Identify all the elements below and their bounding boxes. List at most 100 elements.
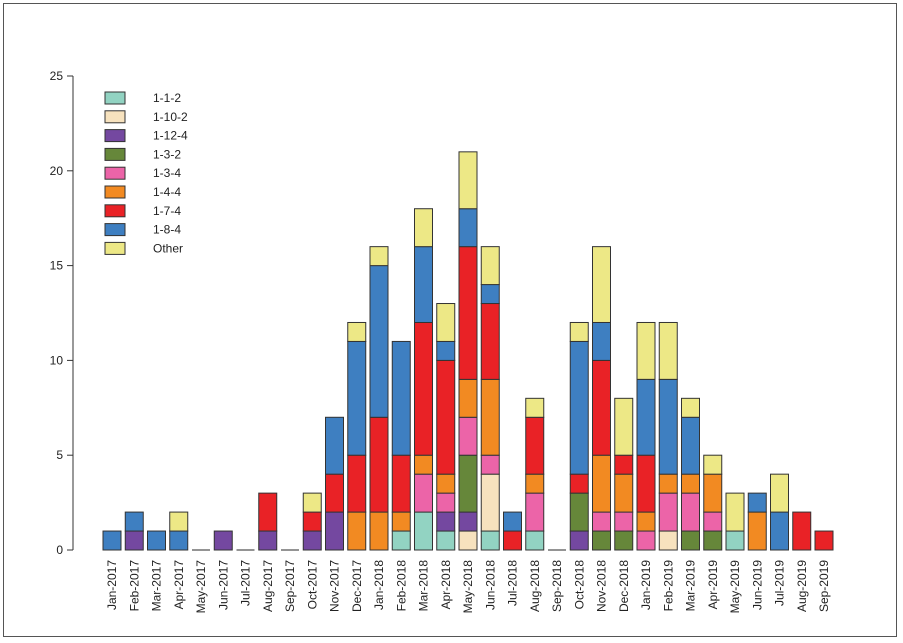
- legend-label: 1-3-4: [153, 166, 181, 180]
- bar-segment-Other-Mar-2018: [414, 208, 433, 248]
- bar-segment-1-3-2-Mar-2019: [681, 530, 700, 551]
- y-tick-label: 10: [50, 353, 64, 367]
- bar-segment-1-7-4-Apr-2018: [436, 359, 456, 475]
- x-tick-label: Mar-2017: [150, 560, 164, 612]
- x-axis-labels: Jan-2017 Feb-2017 Mar-2017 Apr-2017 May-2017…: [105, 560, 831, 614]
- bar-segment-1-3-4-Apr-2019: [703, 511, 723, 532]
- bar-segment-1-8-4-May-2018: [458, 208, 478, 248]
- legend-label: 1-10-2: [153, 110, 188, 124]
- bar-segment-Other-Feb-2019: [658, 321, 678, 380]
- legend: 1-1-2 1-10-2 1-12-4 1-3-2 1-3-4 1-4-4 1-7-4 1-8…: [104, 91, 188, 255]
- bar-segment-Other-Dec-2017: [347, 321, 367, 342]
- bar-segment-1-4-4-Feb-2018: [391, 511, 411, 532]
- x-tick-label: Sep-2017: [283, 560, 297, 612]
- x-tick-label: Feb-2019: [661, 560, 675, 612]
- bar-segment-1-10-2-May-2018: [458, 530, 478, 551]
- legend-label: 1-3-2: [153, 147, 181, 161]
- x-tick-label: Jun-2019: [750, 560, 764, 610]
- x-tick-label: Oct-2017: [305, 560, 319, 610]
- legend-swatch-1-4-4: [104, 185, 126, 199]
- x-tick-label: Aug-2017: [261, 560, 275, 612]
- bar-segment-1-7-4-Jan-2019: [636, 454, 656, 513]
- x-tick-label: Jul-2017: [239, 560, 253, 606]
- bar-segment-1-3-4-Nov-2018: [592, 511, 611, 532]
- x-tick-label: Jan-2017: [105, 560, 119, 610]
- x-tick-label: Aug-2019: [795, 560, 809, 612]
- bar-segment-1-4-4-Jan-2018: [369, 511, 389, 551]
- bar-segment-Other-Aug-2018: [525, 397, 545, 418]
- bar-segment-1-7-4-Mar-2018: [414, 321, 433, 456]
- bar-segment-1-3-4-Mar-2018: [414, 473, 433, 513]
- bar-segment-1-4-4-Feb-2019: [658, 473, 678, 494]
- legend-swatch-1-7-4: [104, 204, 126, 218]
- x-tick-label: Apr-2018: [439, 560, 453, 610]
- bar-segment-1-1-2-Mar-2018: [414, 511, 433, 551]
- bar-segment-1-7-4-Jun-2018: [480, 303, 500, 380]
- x-tick-label: Dec-2018: [617, 560, 631, 612]
- x-tick-label: Sep-2018: [550, 560, 564, 612]
- bar-segment-Other-Oct-2017: [302, 492, 322, 513]
- bar-segment-1-8-4-Jan-2019: [636, 378, 656, 456]
- bar-segment-1-7-4-Oct-2018: [569, 473, 589, 494]
- x-tick-label: Apr-2019: [706, 560, 720, 610]
- bar-segment-1-3-4-Jun-2018: [480, 454, 500, 475]
- bar-segment-1-1-2-Jun-2018: [480, 530, 500, 551]
- bar-segment-1-4-4-May-2018: [458, 378, 478, 418]
- x-tick-label: Sep-2019: [817, 560, 831, 612]
- bar-segment-1-4-4-Jun-2019: [747, 511, 767, 551]
- bar-segment-1-8-4-Mar-2017: [147, 530, 166, 551]
- bar-segment-1-7-4-Dec-2018: [614, 454, 634, 475]
- x-tick-label: May-2017: [194, 560, 208, 614]
- bar-segment-1-7-4-May-2018: [458, 246, 478, 380]
- bar-segment-1-8-4-Feb-2019: [658, 378, 678, 475]
- bar-segment-1-1-2-Aug-2018: [525, 530, 545, 551]
- x-tick-label: Mar-2018: [417, 560, 431, 612]
- bar-segment-1-3-2-Nov-2018: [592, 530, 611, 551]
- y-tick-label: 0: [56, 543, 63, 557]
- bar-segment-Other-Jan-2019: [636, 321, 656, 380]
- y-tick-label: 25: [50, 69, 64, 83]
- legend-swatch-1-3-2: [104, 147, 126, 161]
- legend-label: Other: [153, 241, 183, 255]
- y-axis: 0 5 10 15 20 25: [50, 69, 74, 557]
- y-tick-label: 15: [50, 259, 64, 273]
- bar-segment-1-7-4-Jul-2018: [503, 530, 522, 551]
- bar-segment-1-3-4-Mar-2019: [681, 492, 700, 532]
- bar-segment-1-8-4-Mar-2018: [414, 246, 433, 323]
- bar-segment-1-8-4-Jun-2018: [480, 284, 500, 305]
- y-tick-label: 20: [50, 164, 64, 178]
- x-tick-label: Nov-2017: [328, 560, 342, 612]
- bar-segment-1-7-4-Nov-2018: [592, 359, 611, 456]
- bars: [102, 151, 834, 551]
- bar-segment-1-3-2-Oct-2018: [569, 492, 589, 532]
- bar-segment-Other-Jan-2018: [369, 246, 389, 267]
- legend-swatch-1-12-4: [104, 129, 126, 143]
- x-tick-label: Jun-2017: [216, 560, 230, 610]
- bar-segment-1-7-4-Jan-2018: [369, 416, 389, 513]
- bar-segment-1-8-4-Nov-2017: [325, 416, 344, 475]
- x-tick-label: Jan-2018: [372, 560, 386, 610]
- bar-segment-Other-Jul-2019: [770, 473, 789, 513]
- legend-label: 1-4-4: [153, 185, 181, 199]
- bar-segment-1-3-2-Apr-2019: [703, 530, 723, 551]
- bar-segment-1-8-4-Jan-2018: [369, 265, 389, 418]
- bar-segment-Other-Oct-2018: [569, 321, 589, 342]
- bar-segment-1-12-4-Oct-2018: [569, 530, 589, 551]
- bar-segment-1-1-2-May-2019: [725, 530, 745, 551]
- bar-segment-1-7-4-Aug-2019: [792, 511, 812, 551]
- bar-segment-1-3-4-Aug-2018: [525, 492, 545, 532]
- bar-segment-1-8-4-Feb-2018: [391, 340, 411, 456]
- bar-segment-1-4-4-Mar-2019: [681, 473, 700, 494]
- bar-segment-Other-Apr-2018: [436, 303, 456, 342]
- bar-segment-1-8-4-Nov-2018: [592, 321, 611, 361]
- bar-segment-1-10-2-Jun-2018: [480, 473, 500, 532]
- bar-segment-1-3-2-Dec-2018: [614, 530, 634, 551]
- bar-segment-Other-Jun-2018: [480, 246, 500, 286]
- bar-segment-1-10-2-Feb-2019: [658, 530, 678, 551]
- bar-segment-1-12-4-Feb-2017: [124, 530, 144, 551]
- legend-label: 1-12-4: [153, 129, 188, 143]
- bar-segment-Other-Apr-2019: [703, 454, 723, 475]
- bar-segment-1-7-4-Sep-2019: [814, 530, 834, 551]
- bar-segment-1-12-4-Jun-2017: [213, 530, 233, 551]
